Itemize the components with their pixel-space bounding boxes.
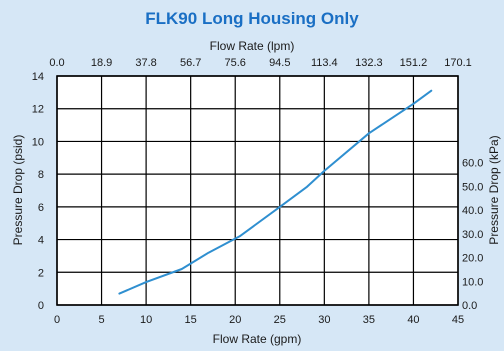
- x-tick-label: 30: [318, 314, 330, 326]
- x2-tick-label: 18.9: [91, 57, 112, 69]
- y2-tick-label: 60.0: [462, 158, 483, 170]
- x-tick-label: 5: [98, 314, 104, 326]
- x2-tick-label: 94.5: [269, 57, 290, 69]
- x-tick-label: 15: [185, 314, 197, 326]
- x2-tick-label: 0.0: [49, 57, 64, 69]
- y-tick-label: 8: [38, 169, 44, 181]
- y2-tick-label: 20.0: [462, 253, 483, 265]
- x-tick-label: 45: [452, 314, 464, 326]
- x-tick-label: 20: [229, 314, 241, 326]
- y2-tick-label: 50.0: [462, 181, 483, 193]
- x2-tick-label: 37.8: [135, 57, 156, 69]
- y2-tick-label: 0.0: [462, 300, 477, 312]
- x2-tick-label: 113.4: [311, 57, 338, 69]
- x2-tick-label: 75.6: [225, 57, 246, 69]
- y2-tick-label: 30.0: [462, 229, 483, 241]
- x2-tick-label: 151.2: [400, 57, 428, 69]
- y-axis-label: Pressure Drop (psid): [11, 135, 25, 246]
- plot-area: [57, 76, 458, 305]
- y-tick-label: 14: [32, 71, 44, 83]
- y-tick-label: 0: [38, 300, 44, 312]
- chart-title: FLK90 Long Housing Only: [145, 9, 359, 28]
- x-tick-label: 40: [407, 314, 419, 326]
- y2-tick-label: 40.0: [462, 205, 483, 217]
- x2-tick-label: 56.7: [180, 57, 201, 69]
- y2-axis-label: Pressure Drop (kPa): [487, 135, 501, 244]
- y-tick-label: 6: [38, 202, 44, 214]
- tick-labels: 0 5 10 15 20 25 30 35 40 45 0 2 4 6 8 10 12 14 0.0 18.9 37.8…: [32, 57, 484, 326]
- series-layer: [118, 89, 433, 295]
- y-tick-label: 2: [38, 267, 44, 279]
- x-tick-label: 35: [363, 314, 375, 326]
- y-tick-label: 12: [32, 104, 44, 116]
- x2-tick-label: 170.1: [444, 57, 472, 69]
- series-line: [118, 89, 433, 295]
- y-tick-label: 10: [32, 136, 44, 148]
- x2-axis-label: Flow Rate (lpm): [210, 39, 295, 53]
- x2-tick-label: 132.3: [355, 57, 383, 69]
- x-tick-label: 10: [140, 314, 152, 326]
- y-tick-label: 4: [38, 235, 44, 247]
- plot-frame: [56, 75, 459, 306]
- x-axis-label: Flow Rate (gpm): [213, 332, 302, 346]
- x-tick-label: 25: [274, 314, 286, 326]
- x-tick-label: 0: [54, 314, 60, 326]
- y2-tick-label: 10.0: [462, 276, 483, 288]
